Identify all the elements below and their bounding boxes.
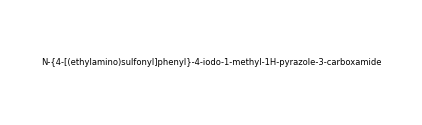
Text: N-{4-[(ethylamino)sulfonyl]phenyl}-4-iodo-1-methyl-1H-pyrazole-3-carboxamide: N-{4-[(ethylamino)sulfonyl]phenyl}-4-iod… [41, 58, 381, 67]
